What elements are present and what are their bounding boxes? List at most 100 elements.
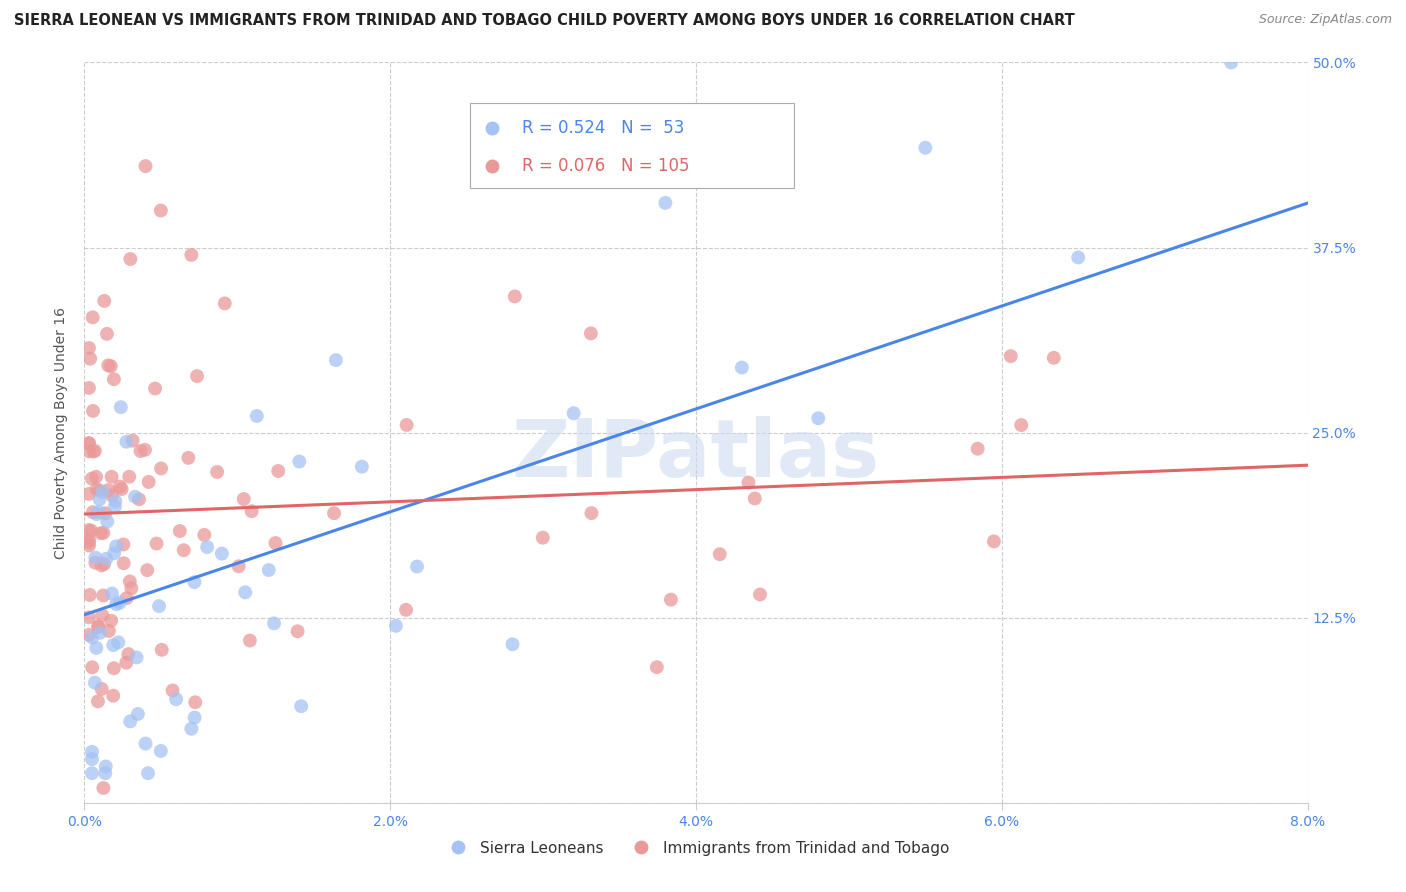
Point bbox=[104, 500, 127, 514]
Point bbox=[84, 556, 107, 570]
Y-axis label: Child Poverty Among Boys Under 16: Child Poverty Among Boys Under 16 bbox=[55, 307, 69, 558]
Point bbox=[323, 506, 346, 520]
Point bbox=[93, 557, 115, 571]
Point bbox=[325, 353, 347, 368]
Point bbox=[100, 614, 122, 628]
Point bbox=[233, 585, 256, 599]
Point bbox=[240, 504, 263, 518]
Point bbox=[120, 252, 142, 266]
Point bbox=[117, 647, 139, 661]
Point bbox=[77, 628, 100, 642]
Point bbox=[80, 472, 103, 486]
Point bbox=[503, 289, 526, 303]
Point bbox=[94, 759, 117, 773]
Point bbox=[100, 359, 122, 373]
Point bbox=[211, 547, 233, 561]
Point bbox=[79, 351, 101, 366]
Point bbox=[91, 484, 114, 499]
Point bbox=[80, 524, 103, 538]
Point bbox=[145, 536, 167, 550]
Point bbox=[90, 526, 112, 541]
Point bbox=[94, 506, 117, 520]
Point bbox=[115, 656, 138, 670]
Point bbox=[90, 681, 112, 696]
Point bbox=[87, 619, 110, 633]
Point bbox=[84, 550, 107, 565]
Point bbox=[579, 326, 602, 341]
Point bbox=[91, 525, 114, 540]
Point bbox=[87, 694, 110, 708]
Point bbox=[134, 442, 156, 457]
Point bbox=[89, 483, 111, 498]
Point bbox=[502, 637, 524, 651]
Point bbox=[110, 400, 132, 414]
Point bbox=[186, 369, 208, 384]
Point bbox=[80, 766, 103, 780]
Point bbox=[86, 507, 108, 521]
Point bbox=[77, 533, 100, 547]
Text: ZIPatlas: ZIPatlas bbox=[512, 416, 880, 494]
Point bbox=[659, 592, 682, 607]
Point bbox=[111, 482, 134, 496]
Point bbox=[737, 475, 759, 490]
Point bbox=[267, 464, 290, 478]
Point bbox=[149, 203, 172, 218]
Point bbox=[385, 619, 408, 633]
Point bbox=[83, 443, 105, 458]
Point bbox=[89, 492, 111, 507]
Point bbox=[1000, 349, 1022, 363]
Point bbox=[118, 574, 141, 589]
Point bbox=[232, 491, 254, 506]
Point bbox=[138, 475, 160, 489]
Point bbox=[1067, 251, 1090, 265]
Point bbox=[94, 766, 117, 780]
Point bbox=[1220, 55, 1243, 70]
Point bbox=[82, 505, 104, 519]
Point bbox=[112, 556, 135, 570]
Point bbox=[77, 444, 100, 458]
Point bbox=[91, 608, 114, 623]
Point bbox=[120, 714, 142, 729]
Point bbox=[562, 406, 585, 420]
Point bbox=[79, 588, 101, 602]
Point bbox=[183, 575, 205, 590]
Point bbox=[239, 633, 262, 648]
Point bbox=[183, 710, 205, 724]
Point bbox=[150, 642, 173, 657]
Point bbox=[82, 660, 104, 674]
Point bbox=[77, 535, 100, 549]
Point bbox=[257, 563, 280, 577]
Point bbox=[395, 417, 418, 432]
Point bbox=[96, 326, 118, 341]
Point bbox=[77, 436, 100, 450]
Point bbox=[149, 744, 172, 758]
Point bbox=[103, 546, 125, 560]
Point bbox=[89, 625, 111, 640]
Point bbox=[749, 587, 772, 601]
Point bbox=[115, 434, 138, 449]
Point bbox=[103, 689, 125, 703]
Point bbox=[406, 559, 429, 574]
Point bbox=[97, 483, 120, 497]
Point bbox=[228, 559, 250, 574]
Point bbox=[129, 444, 152, 458]
Point bbox=[184, 695, 207, 709]
Point bbox=[807, 411, 830, 425]
Point bbox=[115, 591, 138, 605]
Point bbox=[150, 461, 173, 475]
Point bbox=[93, 293, 115, 308]
Point bbox=[87, 620, 110, 634]
Point bbox=[104, 494, 127, 508]
Point bbox=[107, 635, 129, 649]
Point bbox=[264, 536, 287, 550]
Point bbox=[143, 382, 166, 396]
Point bbox=[731, 360, 754, 375]
Point bbox=[290, 699, 312, 714]
Point bbox=[205, 465, 228, 479]
Point bbox=[246, 409, 269, 423]
Point bbox=[105, 597, 128, 611]
Point bbox=[395, 603, 418, 617]
Point bbox=[77, 610, 100, 624]
Text: SIERRA LEONEAN VS IMMIGRANTS FROM TRINIDAD AND TOBAGO CHILD POVERTY AMONG BOYS U: SIERRA LEONEAN VS IMMIGRANTS FROM TRINID… bbox=[14, 13, 1074, 29]
Point bbox=[77, 436, 100, 450]
